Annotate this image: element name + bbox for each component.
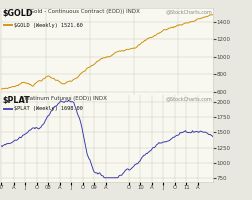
Text: @StockCharts.com: @StockCharts.com (165, 96, 212, 101)
Text: @StockCharts.com: @StockCharts.com (165, 9, 212, 14)
Text: $GOLD: $GOLD (2, 9, 33, 18)
Text: (Platinum Futures (EOD)) INDX: (Platinum Futures (EOD)) INDX (21, 96, 107, 101)
Text: $PLAT: $PLAT (2, 96, 30, 105)
Text: (Gold - Continuous Contract (EOD)) INDX: (Gold - Continuous Contract (EOD)) INDX (26, 9, 139, 14)
Text: $PLAT (Weekly) 1698.00: $PLAT (Weekly) 1698.00 (14, 106, 83, 111)
Text: $GOLD (Weekly) 1521.60: $GOLD (Weekly) 1521.60 (14, 23, 83, 28)
